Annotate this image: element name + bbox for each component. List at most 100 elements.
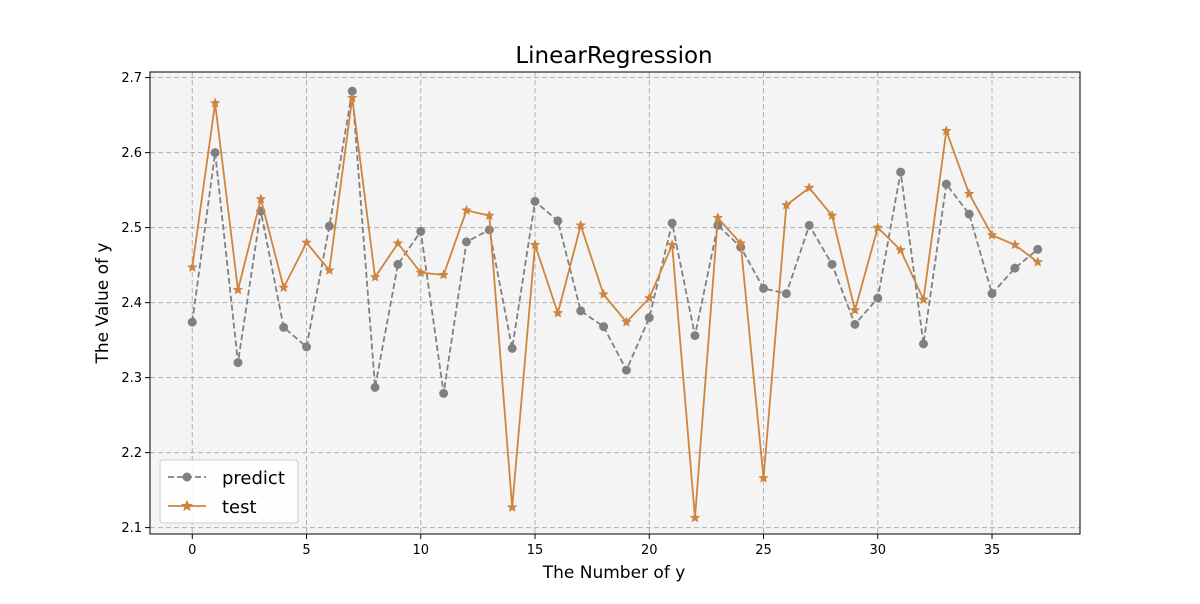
y-tick-label: 2.5 bbox=[121, 221, 142, 236]
y-tick-label: 2.4 bbox=[121, 296, 142, 311]
data-point-predict bbox=[781, 289, 791, 299]
data-point-predict bbox=[690, 331, 700, 341]
data-point-predict bbox=[576, 306, 586, 316]
legend-label-predict: predict bbox=[222, 468, 285, 489]
legend-box bbox=[159, 459, 299, 524]
data-point-test bbox=[963, 188, 975, 199]
data-point-test bbox=[872, 221, 884, 233]
data-point-test bbox=[758, 472, 769, 483]
data-point-predict bbox=[621, 365, 631, 375]
data-point-predict bbox=[279, 322, 289, 332]
data-point-predict bbox=[370, 382, 380, 392]
data-point-test bbox=[209, 97, 221, 108]
data-point-test bbox=[461, 204, 472, 215]
data-point-test bbox=[940, 125, 952, 136]
axes: 0 5 10 15 20 25 30 35 2.1 2.2 2.3 2.4 2.5 2.6 2.7 bbox=[121, 71, 1000, 558]
data-point-test bbox=[369, 271, 381, 282]
data-point-predict bbox=[759, 283, 769, 293]
data-point-test bbox=[803, 182, 815, 193]
data-point-predict bbox=[827, 259, 837, 269]
data-point-predict bbox=[393, 259, 403, 269]
legend-marker-predict bbox=[182, 472, 192, 482]
data-point-test bbox=[780, 199, 792, 210]
x-tick-label: 35 bbox=[984, 543, 1001, 558]
data-point-test bbox=[826, 209, 838, 221]
data-point-predict bbox=[918, 339, 928, 349]
data-point-predict bbox=[873, 293, 883, 303]
x-tick-label: 20 bbox=[641, 543, 658, 558]
series-predict bbox=[187, 86, 1043, 398]
data-point-predict bbox=[1033, 244, 1043, 254]
data-point-test bbox=[712, 212, 724, 223]
y-tick-label: 2.3 bbox=[121, 371, 142, 386]
data-point-test bbox=[666, 239, 678, 250]
y-tick-label: 2.2 bbox=[121, 446, 142, 461]
legend-label-test: test bbox=[222, 497, 257, 518]
data-point-test bbox=[918, 293, 929, 305]
data-point-predict bbox=[484, 225, 494, 235]
legend-marker-test bbox=[180, 499, 194, 512]
data-point-test bbox=[986, 229, 998, 240]
series-line-predict bbox=[191, 90, 1039, 394]
x-tick-label: 10 bbox=[413, 543, 430, 558]
data-point-predict bbox=[667, 218, 677, 228]
y-axis-label: The Value of y bbox=[93, 243, 113, 365]
data-point-test bbox=[529, 239, 541, 250]
data-point-test bbox=[689, 512, 701, 523]
data-point-predict bbox=[210, 148, 220, 158]
grid bbox=[150, 72, 1080, 534]
data-point-predict bbox=[804, 220, 814, 230]
legend: predict test bbox=[159, 459, 299, 524]
legend-entry-predict: predict bbox=[168, 468, 285, 489]
data-point-test bbox=[392, 237, 404, 248]
data-point-test bbox=[1032, 256, 1044, 267]
x-tick-label: 0 bbox=[188, 543, 196, 558]
data-point-test bbox=[346, 92, 358, 103]
y-tick-label: 2.1 bbox=[121, 521, 142, 536]
data-point-test bbox=[895, 244, 907, 255]
data-point-test bbox=[255, 193, 267, 204]
series-group bbox=[186, 86, 1044, 523]
data-point-predict bbox=[416, 226, 426, 236]
data-point-predict bbox=[599, 322, 609, 332]
data-point-test bbox=[323, 264, 335, 275]
x-tick-label: 25 bbox=[755, 543, 772, 558]
series-test bbox=[186, 92, 1044, 523]
x-tick-label: 5 bbox=[302, 543, 310, 558]
data-point-test bbox=[506, 501, 518, 512]
data-point-test bbox=[849, 304, 861, 315]
data-point-predict bbox=[850, 319, 860, 329]
data-point-test bbox=[301, 236, 312, 248]
data-point-predict bbox=[964, 209, 974, 219]
data-point-test bbox=[552, 307, 564, 318]
data-point-test bbox=[735, 237, 747, 248]
data-point-predict bbox=[530, 196, 540, 206]
data-point-predict bbox=[1010, 263, 1020, 273]
data-point-test bbox=[643, 292, 655, 303]
legend-entry-test: test bbox=[168, 497, 257, 518]
y-tick-label: 2.6 bbox=[121, 146, 142, 161]
y-tick-label: 2.7 bbox=[121, 71, 142, 86]
data-point-test bbox=[415, 266, 427, 278]
data-point-predict bbox=[233, 358, 243, 368]
x-tick-label: 30 bbox=[870, 543, 887, 558]
data-point-test bbox=[621, 316, 632, 327]
data-point-predict bbox=[302, 342, 312, 352]
data-point-predict bbox=[347, 86, 357, 96]
data-point-test bbox=[278, 281, 290, 293]
data-point-predict bbox=[644, 313, 654, 323]
x-tick-label: 15 bbox=[527, 543, 544, 558]
data-point-predict bbox=[941, 179, 951, 189]
data-point-test bbox=[186, 261, 198, 272]
x-axis-label: The Number of y bbox=[542, 563, 686, 583]
data-point-predict bbox=[324, 221, 334, 231]
data-point-predict bbox=[896, 167, 906, 177]
data-point-predict bbox=[187, 317, 197, 327]
chart-title: LinearRegression bbox=[515, 43, 712, 69]
data-point-test bbox=[483, 209, 495, 221]
data-point-test bbox=[232, 284, 244, 295]
data-point-predict bbox=[507, 343, 517, 353]
data-point-test bbox=[575, 219, 587, 230]
